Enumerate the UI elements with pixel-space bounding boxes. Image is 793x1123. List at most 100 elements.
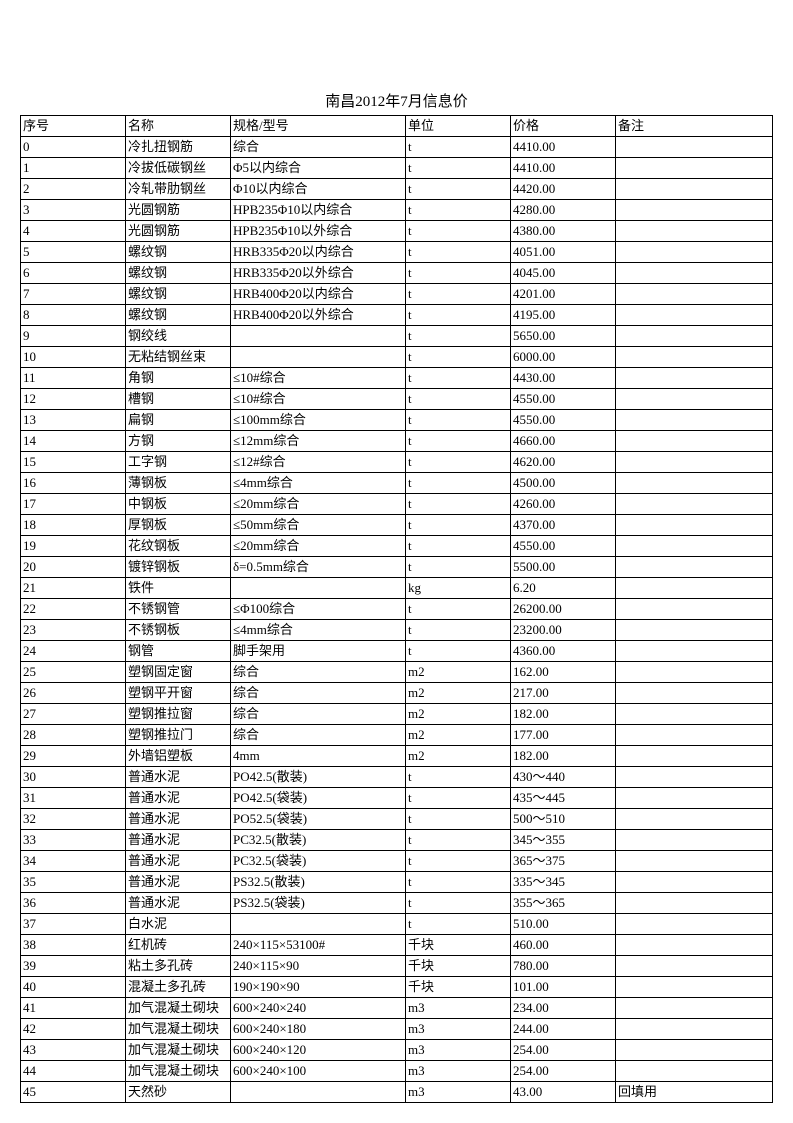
cell-unit: t	[406, 893, 511, 914]
cell-price: 4360.00	[511, 641, 616, 662]
cell-spec: 综合	[231, 704, 406, 725]
cell-spec: 240×115×90	[231, 956, 406, 977]
cell-price: 254.00	[511, 1061, 616, 1082]
cell-price: 4660.00	[511, 431, 616, 452]
cell-note	[616, 137, 773, 158]
cell-spec: 综合	[231, 662, 406, 683]
cell-unit: m2	[406, 725, 511, 746]
cell-spec: ≤10#综合	[231, 368, 406, 389]
table-row: 25塑钢固定窗综合m2162.00	[21, 662, 773, 683]
cell-spec: ≤20mm综合	[231, 494, 406, 515]
cell-price: 4430.00	[511, 368, 616, 389]
cell-name: 铁件	[126, 578, 231, 599]
cell-unit: m3	[406, 1040, 511, 1061]
cell-index: 42	[21, 1019, 126, 1040]
cell-unit: t	[406, 851, 511, 872]
cell-name: 普通水泥	[126, 809, 231, 830]
table-row: 9钢绞线t5650.00	[21, 326, 773, 347]
cell-index: 38	[21, 935, 126, 956]
cell-unit: t	[406, 137, 511, 158]
cell-unit: m3	[406, 1061, 511, 1082]
cell-name: 普通水泥	[126, 788, 231, 809]
cell-index: 14	[21, 431, 126, 452]
cell-name: 光圆钢筋	[126, 200, 231, 221]
cell-name: 螺纹钢	[126, 263, 231, 284]
table-row: 39粘土多孔砖240×115×90千块780.00	[21, 956, 773, 977]
cell-note	[616, 158, 773, 179]
cell-unit: m3	[406, 1019, 511, 1040]
cell-spec: 600×240×120	[231, 1040, 406, 1061]
cell-index: 36	[21, 893, 126, 914]
cell-index: 1	[21, 158, 126, 179]
cell-note	[616, 1061, 773, 1082]
cell-name: 红机砖	[126, 935, 231, 956]
table-row: 30普通水泥PO42.5(散装)t430～440	[21, 767, 773, 788]
cell-note	[616, 1019, 773, 1040]
cell-price: 4045.00	[511, 263, 616, 284]
page-title: 南昌2012年7月信息价	[20, 90, 773, 111]
cell-price: 217.00	[511, 683, 616, 704]
cell-price: 177.00	[511, 725, 616, 746]
cell-note	[616, 977, 773, 998]
cell-unit: t	[406, 305, 511, 326]
cell-price: 182.00	[511, 704, 616, 725]
cell-spec: 综合	[231, 137, 406, 158]
cell-unit: t	[406, 536, 511, 557]
cell-unit: m3	[406, 1082, 511, 1103]
cell-unit: t	[406, 326, 511, 347]
cell-unit: t	[406, 620, 511, 641]
cell-note	[616, 998, 773, 1019]
cell-unit: t	[406, 473, 511, 494]
cell-index: 12	[21, 389, 126, 410]
table-row: 11角钢≤10#综合t4430.00	[21, 368, 773, 389]
table-row: 13扁钢≤100mm综合t4550.00	[21, 410, 773, 431]
cell-spec: PC32.5(散装)	[231, 830, 406, 851]
cell-note	[616, 662, 773, 683]
price-table: 序号 名称 规格/型号 单位 价格 备注 0冷扎扭钢筋综合t4410.001冷拔…	[20, 115, 773, 1103]
cell-note	[616, 431, 773, 452]
cell-name: 普通水泥	[126, 830, 231, 851]
cell-unit: t	[406, 641, 511, 662]
cell-unit: m3	[406, 998, 511, 1019]
cell-index: 40	[21, 977, 126, 998]
table-row: 33普通水泥PC32.5(散装)t345～355	[21, 830, 773, 851]
cell-note	[616, 1040, 773, 1061]
cell-note	[616, 473, 773, 494]
cell-index: 33	[21, 830, 126, 851]
cell-index: 11	[21, 368, 126, 389]
cell-spec: HRB400Φ20以内综合	[231, 284, 406, 305]
cell-name: 中钢板	[126, 494, 231, 515]
cell-index: 7	[21, 284, 126, 305]
cell-unit: t	[406, 767, 511, 788]
cell-spec: PO42.5(散装)	[231, 767, 406, 788]
cell-price: 26200.00	[511, 599, 616, 620]
cell-note	[616, 368, 773, 389]
cell-index: 21	[21, 578, 126, 599]
cell-spec: 600×240×180	[231, 1019, 406, 1040]
cell-unit: t	[406, 263, 511, 284]
cell-note	[616, 641, 773, 662]
cell-spec: ≤Φ100综合	[231, 599, 406, 620]
table-row: 12槽钢≤10#综合t4550.00	[21, 389, 773, 410]
table-row: 42加气混凝土砌块600×240×180m3244.00	[21, 1019, 773, 1040]
cell-name: 无粘结钢丝束	[126, 347, 231, 368]
cell-price: 430～440	[511, 767, 616, 788]
cell-name: 普通水泥	[126, 851, 231, 872]
cell-note	[616, 599, 773, 620]
cell-index: 26	[21, 683, 126, 704]
cell-price: 254.00	[511, 1040, 616, 1061]
cell-note	[616, 830, 773, 851]
cell-price: 500～510	[511, 809, 616, 830]
cell-unit: t	[406, 179, 511, 200]
cell-unit: t	[406, 410, 511, 431]
cell-name: 普通水泥	[126, 767, 231, 788]
cell-index: 32	[21, 809, 126, 830]
cell-note	[616, 704, 773, 725]
cell-index: 20	[21, 557, 126, 578]
cell-unit: 千块	[406, 956, 511, 977]
cell-name: 不锈钢板	[126, 620, 231, 641]
table-row: 18厚钢板≤50mm综合t4370.00	[21, 515, 773, 536]
cell-price: 101.00	[511, 977, 616, 998]
table-row: 35普通水泥PS32.5(散装)t335～345	[21, 872, 773, 893]
cell-name: 加气混凝土砌块	[126, 1040, 231, 1061]
